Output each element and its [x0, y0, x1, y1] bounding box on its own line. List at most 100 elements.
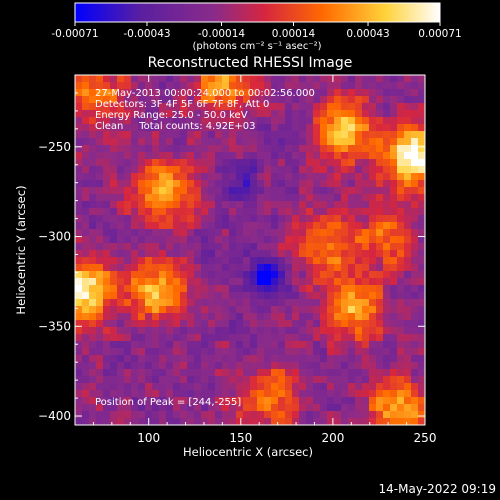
heatmap-cell — [292, 208, 300, 216]
heatmap-cell — [292, 117, 300, 125]
heatmap-cell — [257, 194, 265, 202]
heatmap-cell — [355, 138, 363, 146]
heatmap-cell — [138, 292, 146, 300]
heatmap-cell — [411, 306, 419, 314]
heatmap-cell — [348, 264, 356, 272]
heatmap-cell — [299, 124, 307, 132]
heatmap-cell — [201, 341, 209, 349]
heatmap-cell — [334, 313, 342, 321]
heatmap-cell — [110, 222, 118, 230]
heatmap-cell — [131, 299, 139, 307]
heatmap-cell — [341, 313, 349, 321]
heatmap-cell — [257, 334, 265, 342]
heatmap-cell — [376, 243, 384, 251]
heatmap-cell — [117, 278, 125, 286]
heatmap-cell — [180, 131, 188, 139]
heatmap-cell — [278, 82, 286, 90]
heatmap-cell — [250, 306, 258, 314]
heatmap-cell — [327, 320, 335, 328]
heatmap-cell — [103, 180, 111, 188]
heatmap-cell — [362, 278, 370, 286]
heatmap-cell — [229, 264, 237, 272]
heatmap-cell — [173, 250, 181, 258]
heatmap-cell — [215, 383, 223, 391]
heatmap-cell — [390, 152, 398, 160]
heatmap-cell — [285, 355, 293, 363]
heatmap-cell — [341, 180, 349, 188]
heatmap-cell — [152, 159, 160, 167]
heatmap-cell — [124, 348, 132, 356]
heatmap-cell — [369, 327, 377, 335]
heatmap-cell — [376, 215, 384, 223]
heatmap-cell — [152, 285, 160, 293]
heatmap-cell — [222, 243, 230, 251]
heatmap-cell — [236, 411, 244, 419]
heatmap-cell — [320, 271, 328, 279]
heatmap-cell — [348, 250, 356, 258]
heatmap-cell — [96, 82, 104, 90]
heatmap-cell — [390, 243, 398, 251]
heatmap-cell — [166, 362, 174, 370]
heatmap-cell — [257, 215, 265, 223]
heatmap-cell — [145, 110, 153, 118]
heatmap-cell — [229, 180, 237, 188]
heatmap-cell — [180, 418, 188, 426]
heatmap-cell — [327, 355, 335, 363]
heatmap-cell — [355, 75, 363, 83]
heatmap-cell — [271, 187, 279, 195]
heatmap-cell — [362, 411, 370, 419]
heatmap-cell — [271, 285, 279, 293]
heatmap-cell — [327, 152, 335, 160]
heatmap-cell — [117, 271, 125, 279]
heatmap-cell — [229, 355, 237, 363]
heatmap-cell — [348, 404, 356, 412]
heatmap-cell — [96, 299, 104, 307]
heatmap-cell — [271, 236, 279, 244]
heatmap-cell — [208, 362, 216, 370]
x-tick-label: 200 — [321, 431, 344, 445]
heatmap-cell — [348, 131, 356, 139]
heatmap-cell — [117, 397, 125, 405]
heatmap-cell — [243, 404, 251, 412]
heatmap-cell — [292, 173, 300, 181]
heatmap-cell — [341, 173, 349, 181]
heatmap-cell — [96, 327, 104, 335]
heatmap-cell — [96, 271, 104, 279]
heatmap-cell — [285, 313, 293, 321]
heatmap-cell — [75, 355, 83, 363]
heatmap-cell — [166, 348, 174, 356]
heatmap-cell — [250, 75, 258, 83]
heatmap-cell — [306, 341, 314, 349]
heatmap-cell — [222, 222, 230, 230]
heatmap-cell — [376, 222, 384, 230]
heatmap-cell — [320, 257, 328, 265]
heatmap-cell — [124, 334, 132, 342]
heatmap-cell — [327, 222, 335, 230]
heatmap-cell — [145, 159, 153, 167]
heatmap-cell — [292, 96, 300, 104]
heatmap-cell — [215, 215, 223, 223]
heatmap-cell — [383, 327, 391, 335]
heatmap-cell — [96, 257, 104, 265]
heatmap-cell — [75, 110, 83, 118]
heatmap-cell — [187, 348, 195, 356]
heatmap-cell — [243, 341, 251, 349]
heatmap-cell — [166, 404, 174, 412]
heatmap-cell — [376, 250, 384, 258]
heatmap-cell — [376, 117, 384, 125]
heatmap-cell — [187, 362, 195, 370]
heatmap-cell — [320, 222, 328, 230]
heatmap-cell — [418, 152, 426, 160]
heatmap-cell — [271, 110, 279, 118]
heatmap-cell — [369, 82, 377, 90]
heatmap-cell — [292, 138, 300, 146]
heatmap-cell — [103, 271, 111, 279]
heatmap-cell — [404, 418, 412, 426]
heatmap-cell — [208, 376, 216, 384]
heatmap-cell — [152, 341, 160, 349]
heatmap-cell — [341, 96, 349, 104]
heatmap-cell — [404, 159, 412, 167]
heatmap-cell — [383, 278, 391, 286]
heatmap-cell — [159, 341, 167, 349]
